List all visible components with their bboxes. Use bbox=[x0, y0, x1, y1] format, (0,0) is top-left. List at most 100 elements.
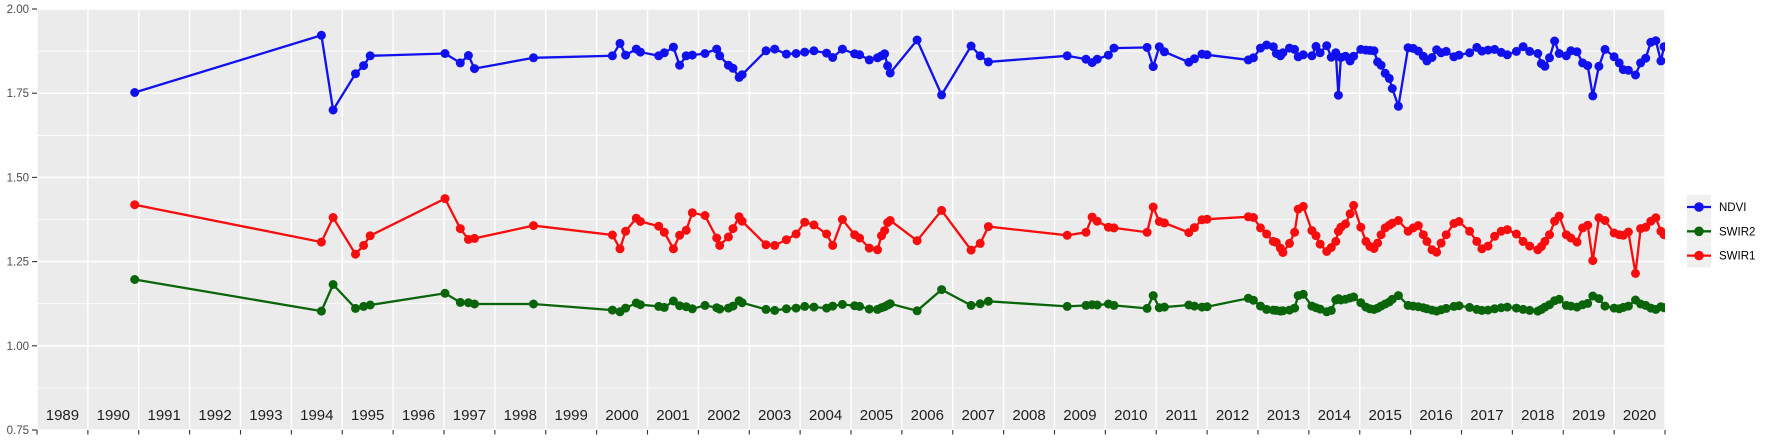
data-point-NDVI bbox=[809, 46, 819, 56]
data-point-SWIR1 bbox=[864, 243, 874, 253]
data-point-NDVI bbox=[1631, 70, 1640, 80]
data-point-SWIR1 bbox=[1189, 223, 1199, 233]
data-point-NDVI bbox=[668, 42, 678, 52]
data-point-SWIR1 bbox=[1572, 237, 1582, 247]
data-point-SWIR1 bbox=[130, 200, 140, 210]
data-point-NDVI bbox=[1540, 61, 1550, 71]
data-point-NDVI bbox=[880, 49, 890, 59]
data-point-NDVI bbox=[1641, 53, 1651, 63]
y-tick-label: 1.25 bbox=[7, 257, 29, 269]
data-point-NDVI bbox=[864, 55, 874, 65]
data-point-SWIR1 bbox=[723, 232, 733, 242]
data-point-NDVI bbox=[621, 50, 631, 60]
data-point-SWIR1 bbox=[912, 236, 922, 246]
data-point-SWIR2 bbox=[529, 299, 538, 309]
data-point-NDVI bbox=[1588, 91, 1598, 101]
data-point-NDVI bbox=[855, 50, 865, 60]
x-tick-label: 2004 bbox=[809, 407, 842, 424]
data-point-NDVI bbox=[316, 30, 326, 40]
data-point-SWIR1 bbox=[1525, 241, 1535, 251]
data-point-NDVI bbox=[1307, 51, 1317, 61]
data-point-NDVI bbox=[529, 53, 538, 63]
data-point-SWIR1 bbox=[828, 240, 838, 250]
data-point-SWIR1 bbox=[529, 221, 538, 231]
data-point-SWIR1 bbox=[359, 240, 369, 250]
data-point-SWIR1 bbox=[615, 244, 625, 254]
x-tick-label: 1999 bbox=[555, 407, 588, 424]
x-tick-label: 2012 bbox=[1216, 407, 1249, 424]
data-point-SWIR1 bbox=[1554, 211, 1564, 221]
data-point-SWIR2 bbox=[700, 300, 710, 310]
data-point-SWIR2 bbox=[365, 300, 375, 310]
data-point-SWIR1 bbox=[1376, 230, 1386, 240]
data-point-NDVI bbox=[1109, 43, 1119, 53]
x-tick-label: 1991 bbox=[148, 407, 181, 424]
data-point-SWIR1 bbox=[1290, 227, 1300, 237]
data-point-SWIR2 bbox=[607, 305, 617, 315]
data-point-SWIR1 bbox=[1490, 231, 1500, 241]
data-point-SWIR1 bbox=[1148, 202, 1158, 212]
data-point-NDVI bbox=[885, 68, 895, 78]
data-point-SWIR1 bbox=[1436, 238, 1446, 248]
data-point-SWIR2 bbox=[837, 299, 847, 309]
data-point-SWIR1 bbox=[440, 194, 450, 204]
data-point-SWIR1 bbox=[1142, 227, 1152, 237]
data-point-NDVI bbox=[1572, 47, 1582, 57]
x-tick-label: 2008 bbox=[1012, 407, 1045, 424]
data-point-SWIR2 bbox=[1326, 305, 1336, 315]
data-point-SWIR2 bbox=[1349, 292, 1359, 302]
data-point-SWIR2 bbox=[781, 304, 791, 314]
data-point-SWIR1 bbox=[737, 216, 747, 226]
data-point-SWIR1 bbox=[1256, 223, 1265, 233]
data-point-SWIR1 bbox=[1651, 213, 1661, 223]
data-point-SWIR2 bbox=[675, 301, 685, 311]
data-point-SWIR1 bbox=[1422, 236, 1432, 246]
data-point-NDVI bbox=[1333, 90, 1343, 100]
data-point-NDVI bbox=[1525, 46, 1535, 56]
data-point-NDVI bbox=[1518, 42, 1528, 52]
data-point-SWIR1 bbox=[1413, 221, 1423, 231]
x-tick-label: 2013 bbox=[1267, 407, 1300, 424]
data-point-SWIR1 bbox=[1062, 230, 1072, 240]
data-point-NDVI bbox=[1315, 48, 1325, 58]
data-point-NDVI bbox=[737, 70, 747, 80]
data-point-SWIR1 bbox=[1631, 268, 1640, 278]
data-point-SWIR1 bbox=[712, 233, 722, 243]
data-point-SWIR1 bbox=[1623, 227, 1633, 237]
data-point-SWIR1 bbox=[1483, 241, 1493, 251]
data-point-SWIR2 bbox=[1278, 306, 1288, 316]
data-point-NDVI bbox=[1583, 61, 1593, 71]
data-point-SWIR2 bbox=[440, 288, 450, 298]
data-point-NDVI bbox=[761, 46, 771, 56]
data-point-NDVI bbox=[1268, 42, 1278, 52]
data-point-SWIR2 bbox=[668, 296, 678, 306]
data-point-NDVI bbox=[883, 61, 893, 71]
data-point-SWIR1 bbox=[781, 235, 791, 245]
data-point-SWIR2 bbox=[1290, 303, 1300, 313]
x-tick-label: 2020 bbox=[1623, 407, 1656, 424]
data-point-SWIR1 bbox=[668, 244, 678, 254]
x-tick-label: 1994 bbox=[300, 407, 333, 424]
data-point-SWIR1 bbox=[659, 227, 669, 237]
data-point-SWIR2 bbox=[470, 299, 479, 309]
data-point-NDVI bbox=[837, 44, 847, 54]
data-point-SWIR2 bbox=[864, 304, 874, 314]
data-point-SWIR1 bbox=[1465, 226, 1475, 236]
data-point-SWIR1 bbox=[761, 240, 771, 250]
data-point-SWIR1 bbox=[1373, 238, 1383, 248]
data-point-NDVI bbox=[470, 64, 479, 74]
data-point-SWIR1 bbox=[937, 205, 947, 215]
x-tick-label: 2016 bbox=[1419, 407, 1452, 424]
data-point-SWIR2 bbox=[1525, 305, 1535, 315]
data-point-SWIR1 bbox=[470, 233, 479, 243]
data-point-SWIR1 bbox=[1092, 216, 1102, 226]
data-point-SWIR1 bbox=[1315, 239, 1325, 249]
legend-label-SWIR2: SWIR2 bbox=[1719, 226, 1755, 238]
x-tick-label: 2002 bbox=[707, 407, 740, 424]
data-point-SWIR1 bbox=[1356, 222, 1366, 232]
data-point-NDVI bbox=[1349, 51, 1359, 61]
data-point-SWIR1 bbox=[328, 213, 338, 222]
data-point-NDVI bbox=[791, 49, 801, 58]
data-point-NDVI bbox=[728, 63, 738, 73]
data-point-SWIR1 bbox=[1341, 219, 1350, 229]
